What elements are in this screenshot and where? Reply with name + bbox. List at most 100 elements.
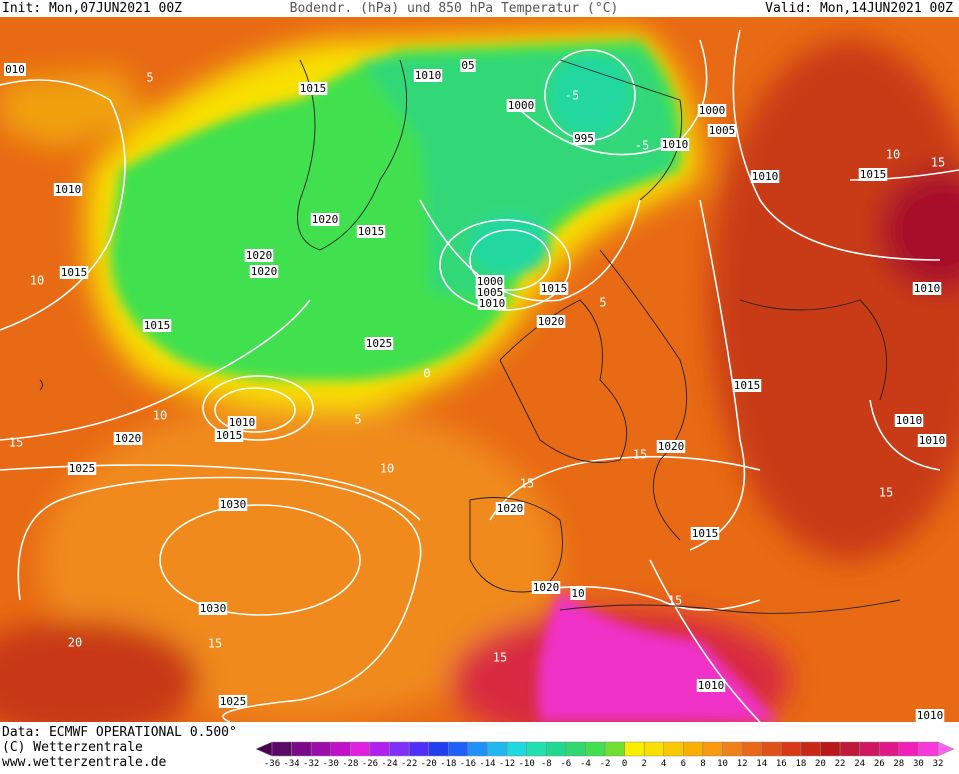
colorbar-label: -30	[323, 759, 339, 769]
isobar-label: 1015	[61, 266, 88, 279]
colorbar-swatch	[369, 741, 390, 757]
isobar-label-box	[732, 379, 762, 392]
isobar-label: 1010	[415, 69, 442, 82]
temperature-label: 15	[668, 594, 682, 608]
temperature-label: 5	[599, 296, 606, 310]
isobar-label: 1025	[366, 337, 393, 350]
isobar-label-box	[477, 297, 507, 310]
isobar-label: 1010	[914, 282, 941, 295]
isobar-label-box	[570, 587, 586, 600]
isobar-label-box	[656, 440, 686, 453]
colorbar-swatch	[663, 741, 684, 757]
colorbar-arrow	[255, 741, 273, 757]
copyright: (C) Wetterzentrale	[2, 740, 143, 755]
isobar-label-box	[214, 429, 244, 442]
temperature-label: -5	[565, 89, 579, 103]
isobar-label: 1000	[508, 99, 535, 112]
colorbar-swatch	[761, 741, 782, 757]
temperature-label: 15	[931, 156, 945, 170]
isobar-label: 995	[574, 132, 594, 145]
isobar-label: 1010	[662, 138, 689, 151]
isobar-label-box	[244, 249, 274, 262]
colorbar-label: -34	[283, 759, 299, 769]
isobar-label-box	[660, 138, 690, 151]
colorbar-label: 0	[622, 759, 627, 769]
isobar-label: 1015	[692, 527, 719, 540]
colorbar-label: -4	[580, 759, 591, 769]
isobar-label-box	[917, 434, 947, 447]
colorbar-swatch	[585, 741, 606, 757]
colorbar-label: -28	[342, 759, 358, 769]
isobar-label: 1000	[477, 275, 504, 288]
isobar-label-box	[460, 59, 476, 72]
isobar-label: 05	[461, 59, 474, 72]
temperature-label: 10	[380, 462, 394, 476]
temperature-label: 5	[354, 413, 361, 427]
colorbar-label: 20	[815, 759, 826, 769]
colorbar-swatch	[408, 741, 429, 757]
colorbar-label: 14	[756, 759, 767, 769]
isobars	[0, 29, 959, 722]
isobar-label: 1010	[229, 416, 256, 429]
colorbar-label: -2	[600, 759, 611, 769]
colorbar-label: 16	[776, 759, 787, 769]
colorbar-label: -16	[460, 759, 476, 769]
isobar-label: 1015	[300, 82, 327, 95]
temperature-label: 15	[9, 436, 23, 450]
colorbar-swatch	[722, 741, 743, 757]
isobar-label-box	[539, 282, 569, 295]
isobar-label-box	[912, 282, 942, 295]
colorbar-swatch	[741, 741, 762, 757]
isobar-label: 1025	[220, 695, 247, 708]
colorbar-swatch	[643, 741, 665, 757]
temperature-label: 15	[493, 651, 507, 665]
colorbar-swatch	[918, 741, 939, 757]
colorbar-label: -6	[560, 759, 571, 769]
isobar-label: 1020	[533, 581, 560, 594]
isobar-label: 1010	[896, 414, 923, 427]
temperature-label: 0	[423, 367, 430, 381]
isobar-label-box	[475, 275, 505, 288]
colorbar-arrow	[937, 741, 955, 757]
isobar-label: 1025	[69, 462, 96, 475]
coastlines	[39, 59, 901, 614]
isobar-label-box	[413, 69, 443, 82]
colorbar-swatch	[487, 741, 508, 757]
temperature-label: 10	[886, 148, 900, 162]
isobar-label-box	[495, 502, 525, 515]
colorbar-swatch	[291, 741, 312, 757]
colorbar-swatch	[683, 741, 704, 757]
colorbar-label: -26	[362, 759, 378, 769]
colorbar-label: -22	[401, 759, 417, 769]
colorbar-swatch	[898, 741, 919, 757]
isobar-label: 1020	[115, 432, 142, 445]
isobar-label: 1030	[200, 602, 227, 615]
colorbar-label: 24	[854, 759, 865, 769]
colorbar-swatch	[389, 741, 410, 757]
colorbar-label: 28	[893, 759, 904, 769]
colorbar-label: -36	[264, 759, 280, 769]
colorbar-label: 12	[737, 759, 748, 769]
isobar-label-box	[915, 709, 945, 722]
isobar-label: 1010	[698, 679, 725, 692]
data-source: Data: ECMWF OPERATIONAL 0.500°	[2, 725, 237, 740]
isobar-label-box	[198, 602, 228, 615]
isobar-label-box	[356, 225, 386, 238]
isobar-label-box	[218, 498, 248, 511]
isobar-label: 1015	[216, 429, 243, 442]
colorbar-label: -12	[499, 759, 515, 769]
isobar-label-box	[573, 132, 595, 145]
isobar-label: 1010	[752, 170, 779, 183]
colorbar-label: -32	[303, 759, 319, 769]
colorbar: -36 -34 -32 -30 -28 -26 -24 -22 -20 -18 -16 -14 -12-…	[255, 741, 955, 769]
colorbar-swatch	[820, 741, 841, 757]
isobar-label-box	[4, 63, 26, 76]
temperature-label: 10	[153, 409, 167, 423]
colorbar-label: 18	[795, 759, 806, 769]
temperature-label: 20	[68, 636, 82, 650]
isobar-label: 1010	[919, 434, 946, 447]
colorbar-label: -24	[381, 759, 397, 769]
colorbar-swatch	[624, 741, 645, 757]
